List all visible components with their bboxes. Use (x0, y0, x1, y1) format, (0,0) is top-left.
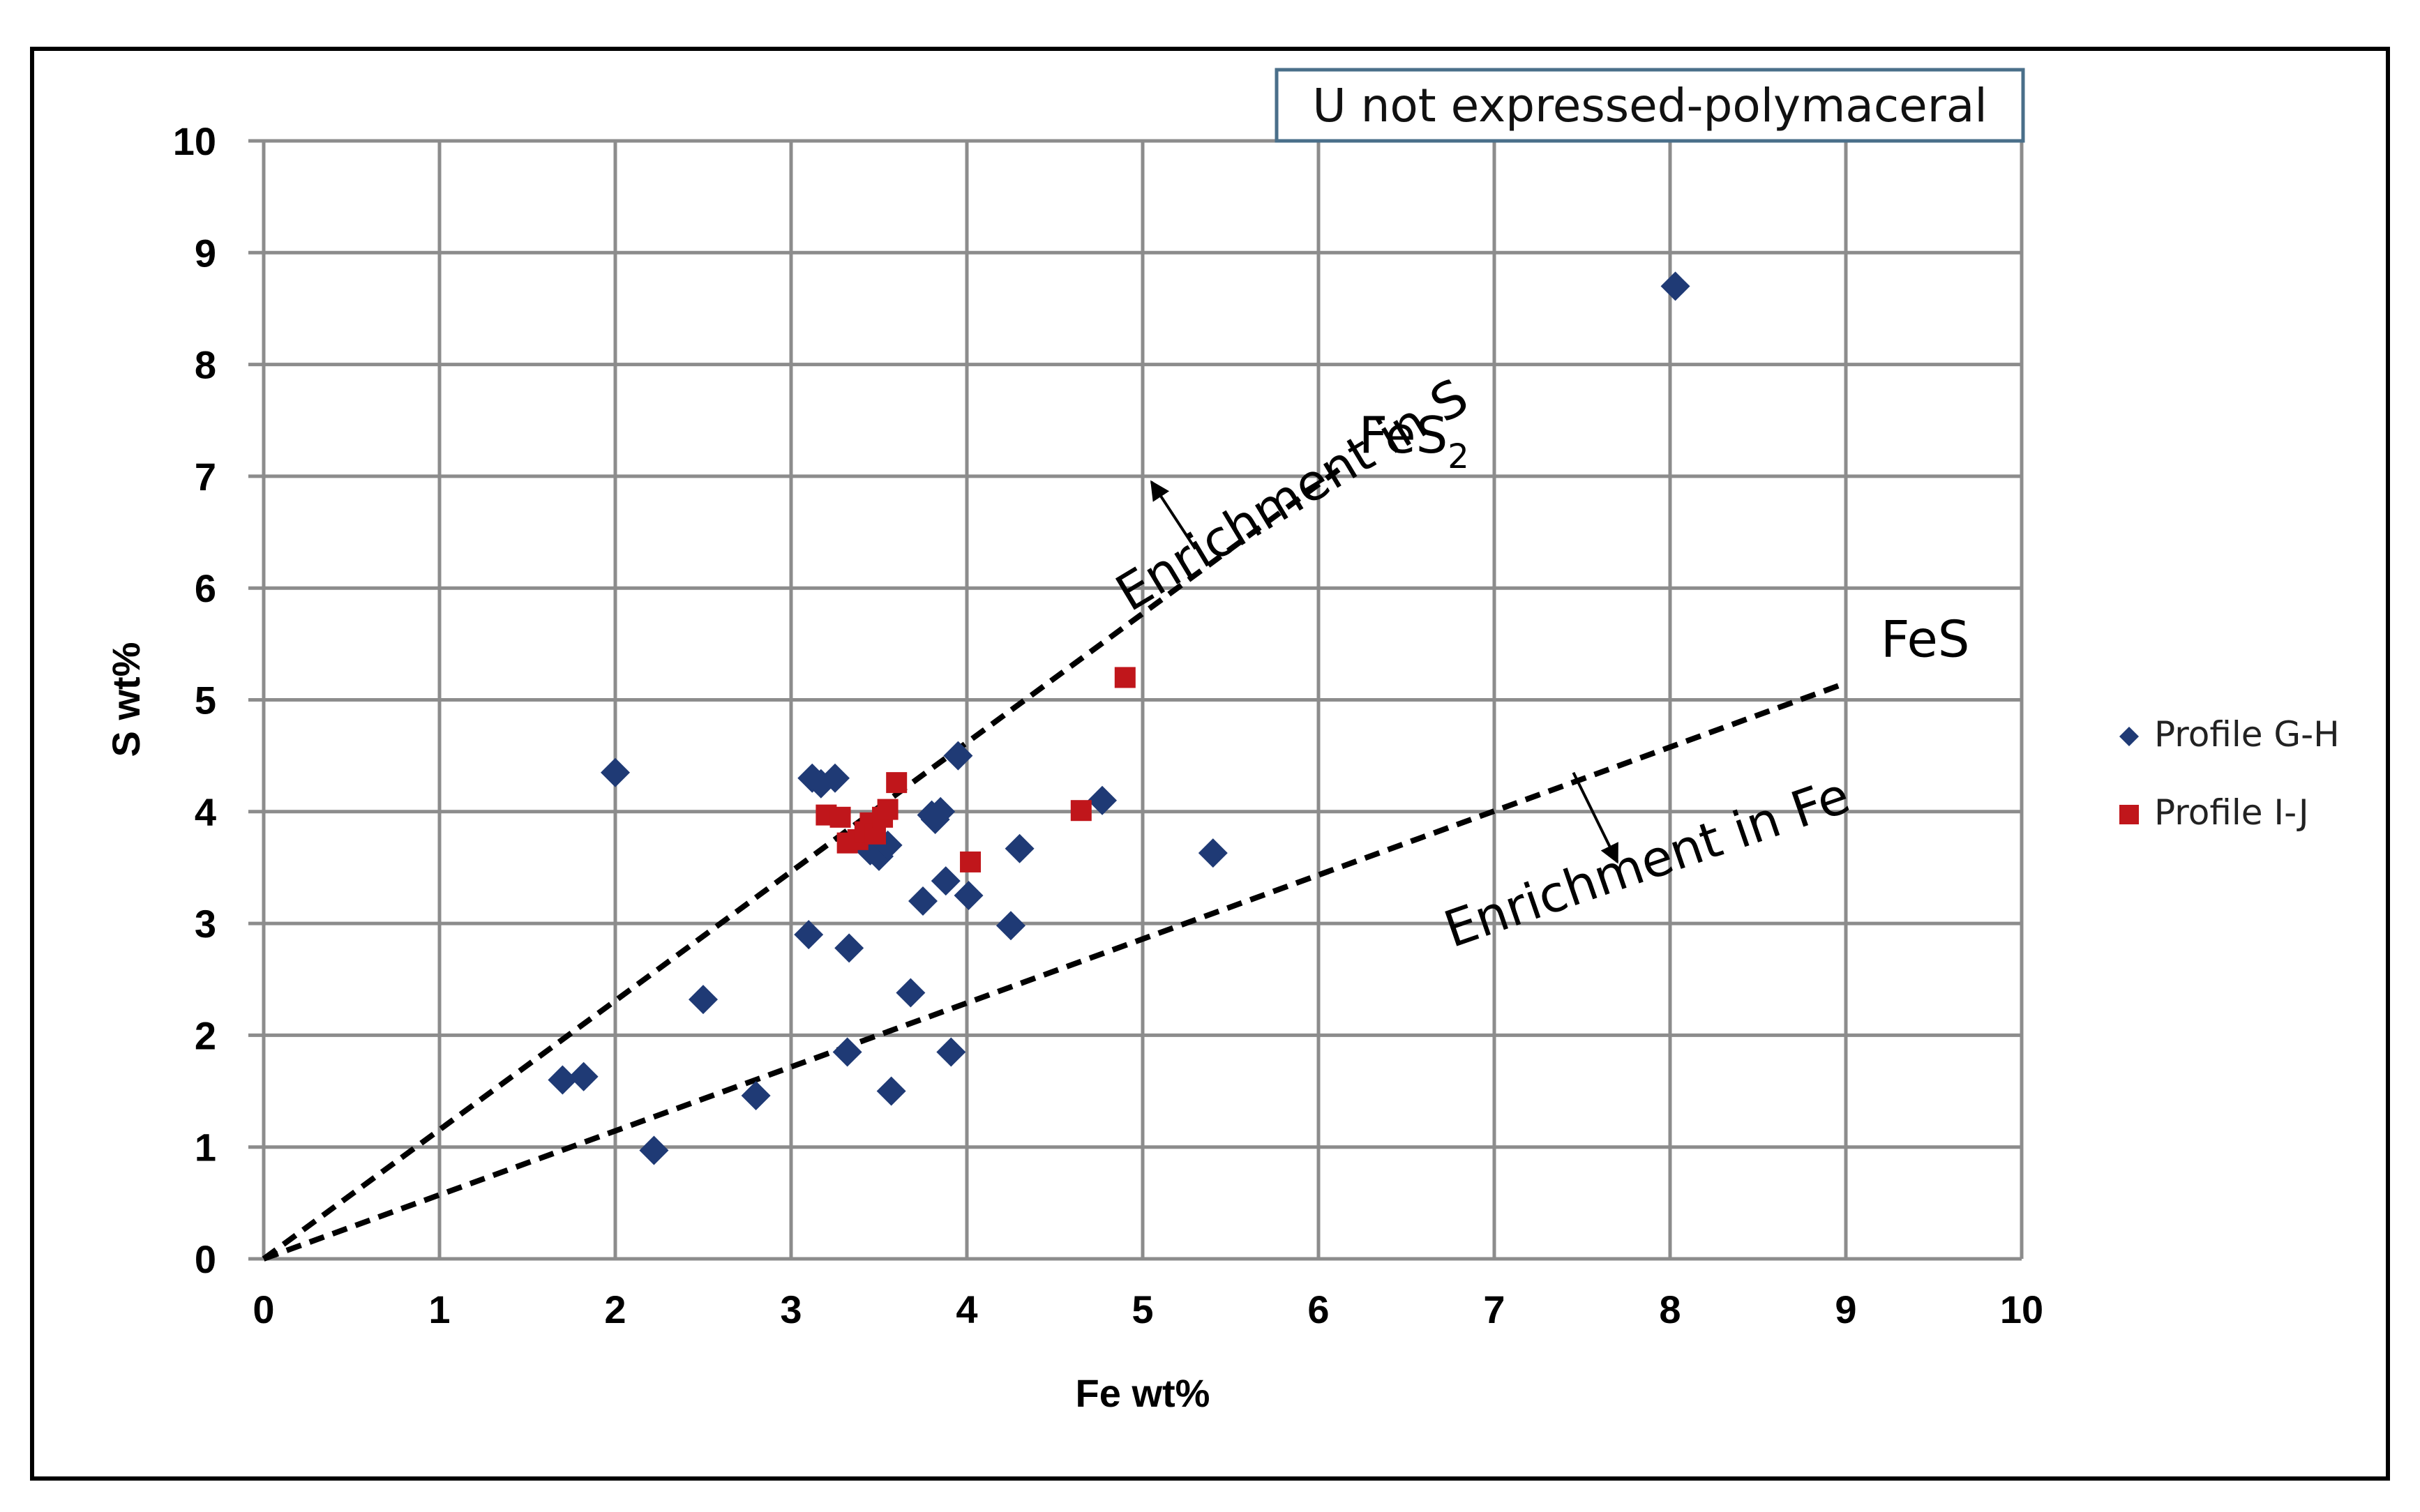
data-point-profile-gh (1198, 838, 1228, 868)
data-point-profile-gh (996, 911, 1025, 941)
y-tick-label: 9 (195, 231, 216, 275)
legend-marker-profile-ij (2119, 805, 2139, 824)
data-point-profile-gh (908, 886, 938, 916)
y-tick-label: 8 (195, 343, 216, 387)
y-tick-label: 2 (195, 1013, 216, 1057)
y-tick-label: 5 (195, 679, 216, 723)
x-tick-label: 9 (1835, 1287, 1856, 1331)
data-point-profile-gh (639, 1135, 669, 1165)
reference-line (262, 462, 1347, 1262)
data-point-profile-ij (886, 772, 908, 794)
y-axis-title: S wt% (104, 642, 148, 757)
data-point-profile-ij (877, 799, 899, 820)
legend-label: Profile G-H (2154, 714, 2340, 755)
x-tick-label: 6 (1307, 1287, 1329, 1331)
reference-line (262, 680, 1847, 1262)
data-point-profile-gh (1660, 271, 1690, 301)
data-point-profile-ij (960, 851, 982, 872)
data-point-profile-gh (834, 933, 864, 963)
title-box (1275, 68, 2025, 143)
figure-frame (30, 47, 2390, 1481)
annotation-text: Enrichment in S (1106, 367, 1478, 622)
data-point-profile-ij (1114, 667, 1136, 688)
x-tick-label: 4 (956, 1287, 977, 1331)
x-tick-label: 7 (1483, 1287, 1505, 1331)
data-point-profile-gh (741, 1080, 771, 1110)
annotation-arrow (1150, 480, 1197, 550)
reference-line-label: FeS (1881, 610, 1969, 668)
data-point-profile-gh (954, 881, 984, 911)
x-tick-label: 5 (1132, 1287, 1153, 1331)
data-point-profile-ij (829, 806, 851, 828)
data-point-profile-gh (943, 741, 973, 771)
data-point-profile-gh (936, 1037, 966, 1067)
y-tick-label: 10 (173, 119, 216, 163)
legend-marker-profile-gh (2119, 727, 2139, 746)
x-tick-label: 8 (1659, 1287, 1681, 1331)
y-tick-label: 7 (195, 455, 216, 499)
data-point-profile-ij (1070, 800, 1092, 822)
y-tick-label: 0 (195, 1237, 216, 1281)
data-point-profile-gh (926, 796, 956, 826)
y-tick-label: 4 (195, 790, 216, 834)
data-point-profile-gh (548, 1065, 578, 1095)
data-point-profile-gh (569, 1061, 599, 1091)
reference-line-label: FeS2 (1359, 406, 1469, 476)
data-point-profile-gh (896, 978, 926, 1008)
x-axis-title: Fe wt% (1076, 1371, 1210, 1415)
y-tick-label: 1 (195, 1126, 216, 1170)
annotation-text: Enrichment in Fe (1437, 766, 1857, 959)
data-point-profile-gh (689, 985, 718, 1015)
x-tick-label: 2 (604, 1287, 626, 1331)
chart-title: U not expressed-polymaceral (1312, 79, 1987, 133)
legend-label: Profile I-J (2154, 792, 2309, 833)
y-tick-label: 6 (195, 566, 216, 610)
x-tick-label: 0 (253, 1287, 274, 1331)
data-point-profile-gh (1005, 833, 1035, 863)
x-tick-label: 1 (428, 1287, 450, 1331)
data-point-profile-gh (820, 763, 850, 793)
data-point-profile-gh (832, 1037, 862, 1067)
data-point-profile-gh (794, 920, 824, 950)
annotation-arrow (1572, 771, 1619, 864)
x-tick-label: 10 (2000, 1287, 2043, 1331)
data-point-profile-gh (1088, 785, 1118, 815)
x-tick-label: 3 (780, 1287, 802, 1331)
data-point-profile-gh (931, 866, 961, 896)
data-point-profile-gh (601, 757, 630, 787)
data-point-profile-gh (876, 1076, 906, 1106)
y-tick-label: 3 (195, 902, 216, 946)
